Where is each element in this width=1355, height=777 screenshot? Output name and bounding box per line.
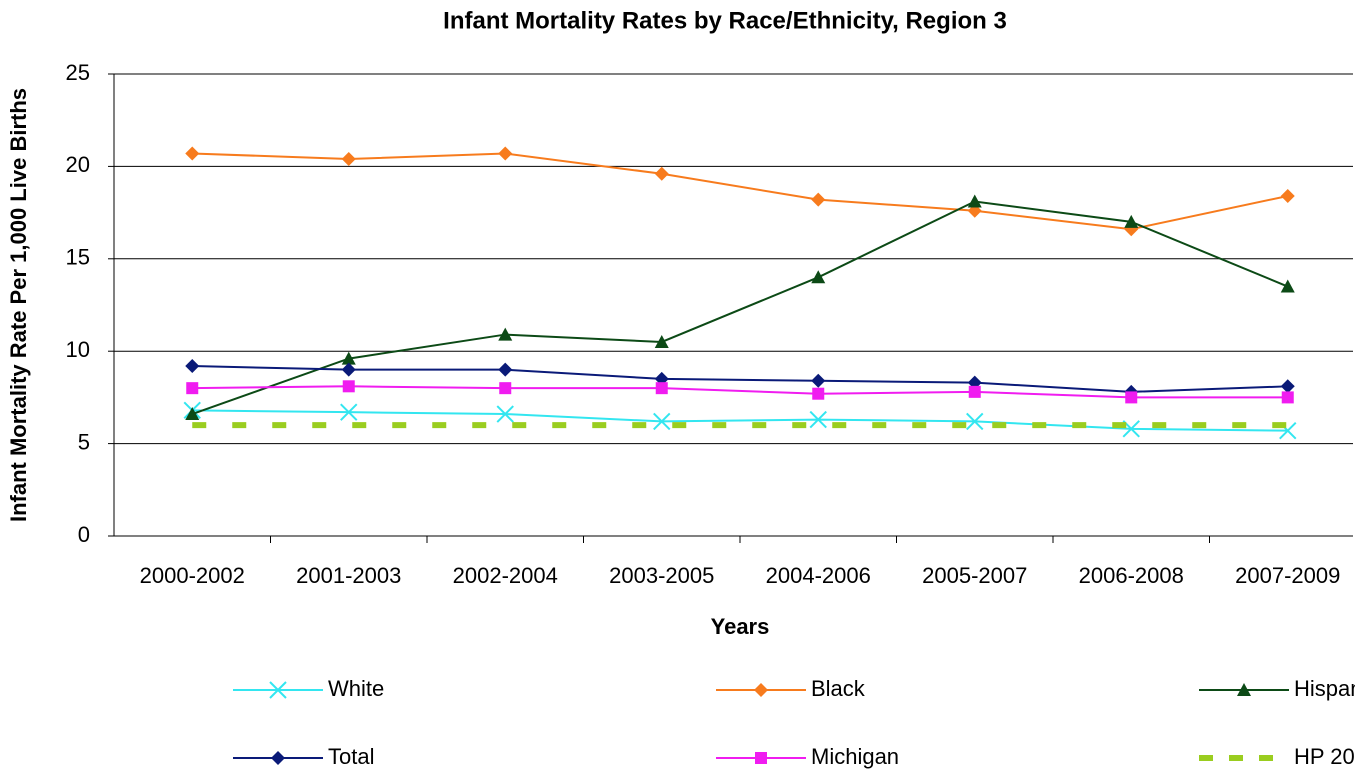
legend-label: White bbox=[328, 676, 384, 701]
legend-marker bbox=[755, 752, 767, 764]
marker bbox=[1280, 279, 1295, 293]
marker bbox=[498, 146, 513, 161]
x-tick-label: 2003-2005 bbox=[609, 563, 714, 588]
x-tick-label: 2006-2008 bbox=[1079, 563, 1184, 588]
y-tick-label: 0 bbox=[78, 522, 90, 547]
marker bbox=[186, 382, 199, 395]
marker bbox=[811, 373, 826, 388]
marker bbox=[185, 358, 200, 373]
marker bbox=[341, 362, 356, 377]
marker bbox=[655, 382, 668, 395]
series-line bbox=[192, 409, 1288, 432]
marker bbox=[967, 194, 982, 208]
legend-marker bbox=[754, 683, 768, 697]
marker bbox=[496, 405, 514, 423]
marker bbox=[653, 412, 671, 431]
y-tick-label: 15 bbox=[66, 245, 90, 270]
x-tick-label: 2001-2003 bbox=[296, 563, 401, 588]
marker bbox=[498, 327, 513, 341]
x-tick-label: 2007-2009 bbox=[1235, 563, 1340, 588]
marker bbox=[1281, 391, 1294, 404]
marker bbox=[499, 382, 512, 395]
legend-marker bbox=[271, 751, 285, 765]
marker bbox=[342, 380, 355, 393]
marker bbox=[812, 387, 825, 400]
legend-label: HP 2020 Target bbox=[1294, 744, 1355, 769]
marker bbox=[185, 146, 200, 161]
x-tick-label: 2000-2002 bbox=[140, 563, 245, 588]
series-line bbox=[192, 385, 1288, 399]
y-tick-label: 5 bbox=[78, 429, 90, 454]
marker bbox=[341, 351, 356, 365]
y-axis-label: Infant Mortality Rate Per 1,000 Live Bir… bbox=[6, 88, 31, 522]
y-tick-label: 10 bbox=[66, 337, 90, 362]
x-axis-label: Years bbox=[711, 614, 770, 639]
marker bbox=[185, 407, 200, 421]
legend-marker bbox=[269, 681, 287, 699]
marker bbox=[498, 362, 513, 377]
series-line bbox=[192, 364, 1288, 393]
legend-label: Black bbox=[811, 676, 866, 701]
marker bbox=[1125, 391, 1138, 404]
y-tick-label: 20 bbox=[66, 152, 90, 177]
legend-label: Hispanic bbox=[1294, 676, 1355, 701]
legend-label: Total bbox=[328, 744, 374, 769]
marker bbox=[809, 410, 827, 429]
marker bbox=[654, 334, 669, 348]
y-tick-label: 25 bbox=[66, 60, 90, 85]
marker bbox=[654, 166, 669, 181]
marker bbox=[341, 152, 356, 167]
marker bbox=[968, 385, 981, 398]
x-tick-label: 2002-2004 bbox=[453, 563, 558, 588]
marker bbox=[340, 403, 358, 421]
series-line bbox=[191, 200, 1289, 415]
series-line bbox=[192, 152, 1288, 231]
x-tick-label: 2005-2007 bbox=[922, 563, 1027, 588]
chart-title: Infant Mortality Rates by Race/Ethnicity… bbox=[443, 7, 1007, 34]
marker bbox=[1280, 379, 1295, 394]
legend-marker bbox=[1237, 683, 1251, 696]
x-tick-label: 2004-2006 bbox=[766, 563, 871, 588]
marker bbox=[1124, 214, 1139, 228]
legend-label: Michigan bbox=[811, 744, 899, 769]
marker bbox=[811, 192, 826, 207]
marker bbox=[966, 412, 984, 431]
marker bbox=[1280, 188, 1295, 203]
marker bbox=[811, 270, 826, 284]
